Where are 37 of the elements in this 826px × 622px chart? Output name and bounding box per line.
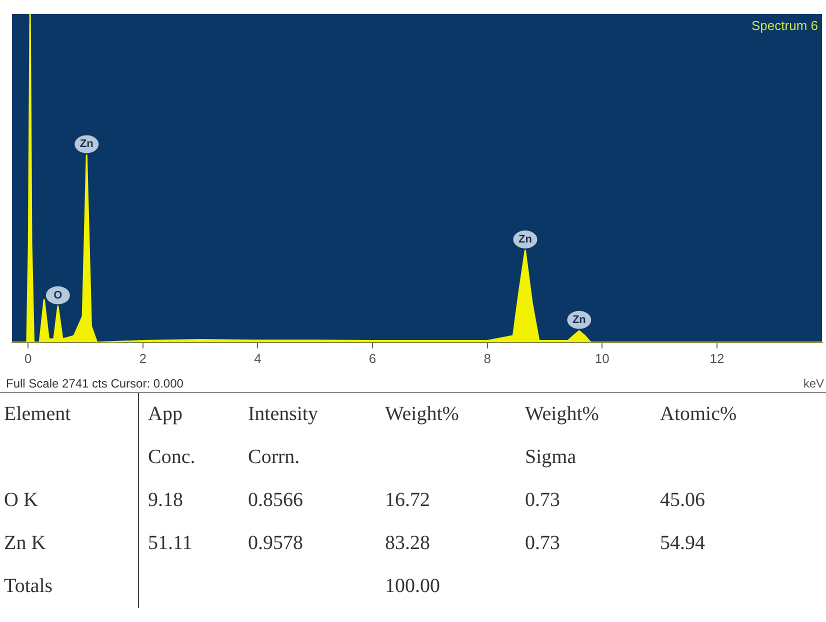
text: 0.73 xyxy=(524,532,561,555)
x-tick-label: 2 xyxy=(139,350,147,366)
text: 51.11 xyxy=(147,532,194,555)
text: Conc. xyxy=(147,446,196,469)
x-tick-label: 4 xyxy=(254,350,262,366)
x-tick-label: 10 xyxy=(594,350,610,366)
text: Weight% xyxy=(384,403,460,426)
x-tick-label: 0 xyxy=(24,350,32,366)
text: 100.00 xyxy=(384,575,441,598)
text: 54.94 xyxy=(659,532,706,555)
text: Sigma xyxy=(524,446,578,469)
text: 45.06 xyxy=(659,489,706,512)
text: Weight% xyxy=(524,403,600,426)
text: 9.18 xyxy=(147,489,184,512)
text: Corrn. xyxy=(247,446,301,469)
text: O K xyxy=(3,489,39,512)
text: 0.8566 xyxy=(247,489,304,512)
text: Zn K xyxy=(3,532,47,555)
text: 16.72 xyxy=(384,489,431,512)
text: Element xyxy=(3,403,72,426)
text: Totals xyxy=(3,575,54,598)
x-tick-label: 12 xyxy=(710,350,724,366)
text: Atomic% xyxy=(659,403,738,426)
x-tick-label: 6 xyxy=(368,350,376,366)
text: Intensity xyxy=(247,403,319,426)
chart-title: Spectrum 6 xyxy=(752,18,818,34)
text: 83.28 xyxy=(384,532,431,555)
text: 0.73 xyxy=(524,489,561,512)
annotation: O xyxy=(54,289,63,302)
text: App xyxy=(147,403,184,426)
text: Full Scale 2741 cts Cursor: 0.000 xyxy=(6,376,184,390)
x-tick-label: 8 xyxy=(484,350,491,366)
annotation: Zn xyxy=(80,138,94,150)
x-axis-title: keV xyxy=(803,376,824,390)
text: 0.9578 xyxy=(247,532,304,555)
annotation: Zn xyxy=(572,314,586,326)
annotation: Zn xyxy=(518,233,532,246)
